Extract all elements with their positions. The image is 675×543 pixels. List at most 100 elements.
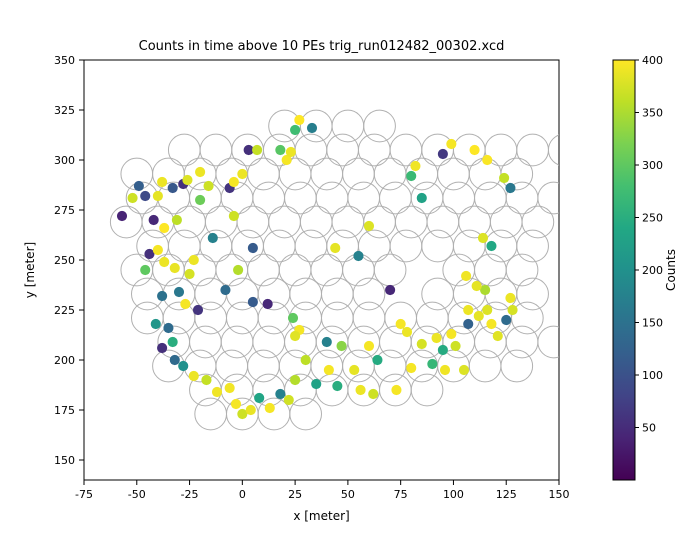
pmt-hit xyxy=(170,263,180,273)
pmt-hit xyxy=(189,255,199,265)
tank-outline xyxy=(506,326,538,358)
xtick-label: 100 xyxy=(443,488,464,501)
ytick-label: 150 xyxy=(54,454,75,467)
tank-outline xyxy=(353,302,385,334)
pmt-hit xyxy=(505,183,515,193)
tank-outline xyxy=(248,350,280,382)
pmt-hit xyxy=(349,365,359,375)
tank-outline xyxy=(295,134,327,166)
pmt-hit xyxy=(168,337,178,347)
pmt-hit xyxy=(195,195,205,205)
ytick-label: 300 xyxy=(54,154,75,167)
tank-outline xyxy=(475,182,507,214)
ytick-label: 225 xyxy=(54,304,75,317)
pmt-hit xyxy=(336,341,346,351)
pmt-hit xyxy=(170,355,180,365)
tank-outline xyxy=(453,134,485,166)
pmt-hit xyxy=(231,399,241,409)
pmt-hit xyxy=(159,223,169,233)
tank-outline xyxy=(110,206,142,238)
pmt-hit xyxy=(410,161,420,171)
tank-outline xyxy=(443,254,475,286)
tank-outline xyxy=(390,134,422,166)
pmt-hit xyxy=(330,243,340,253)
xtick-label: -25 xyxy=(181,488,199,501)
pmt-hit xyxy=(431,333,441,343)
tank-outline xyxy=(285,182,317,214)
pmt-hit xyxy=(364,221,374,231)
tank-outline xyxy=(517,134,549,166)
tank-outline xyxy=(380,182,412,214)
tank-outline xyxy=(374,254,406,286)
pmt-hit xyxy=(385,285,395,295)
pmt-hit xyxy=(486,241,496,251)
pmt-hit xyxy=(286,147,296,157)
tank-outline xyxy=(469,350,501,382)
pmt-hit xyxy=(322,337,332,347)
colorbar-tick-label: 150 xyxy=(642,317,663,330)
pmt-hit xyxy=(301,355,311,365)
ytick-label: 275 xyxy=(54,204,75,217)
colorbar-tick-label: 200 xyxy=(642,264,663,277)
tank-outline xyxy=(343,158,375,190)
pmt-hit xyxy=(450,341,460,351)
pmt-hit xyxy=(117,211,127,221)
pmt-hit xyxy=(248,243,258,253)
pmt-hit xyxy=(461,271,471,281)
pmt-hit xyxy=(482,305,492,315)
pmt-hit xyxy=(275,145,285,155)
colorbar-tick-label: 350 xyxy=(642,107,663,120)
pmt-hit xyxy=(163,323,173,333)
tank-outline xyxy=(300,206,332,238)
tank-outline xyxy=(501,350,533,382)
tank-outline xyxy=(374,350,406,382)
tank-outline xyxy=(311,254,343,286)
pmt-hit xyxy=(203,181,213,191)
tank-outline xyxy=(385,302,417,334)
ytick-label: 175 xyxy=(54,404,75,417)
pmt-hit xyxy=(134,181,144,191)
tank-outline xyxy=(216,350,248,382)
tank-outline xyxy=(332,110,364,142)
pmt-hit xyxy=(275,389,285,399)
tank-outline xyxy=(517,230,549,262)
pmt-hit xyxy=(438,345,448,355)
pmt-hit xyxy=(493,331,503,341)
tank-outline xyxy=(538,326,570,358)
tank-outline xyxy=(522,206,554,238)
pmt-hit xyxy=(153,191,163,201)
tank-outline xyxy=(395,206,427,238)
pmt-hit xyxy=(459,365,469,375)
pmt-hit xyxy=(355,385,365,395)
pmt-hit xyxy=(246,405,256,415)
pmt-hit xyxy=(463,319,473,329)
pmt-hit xyxy=(478,233,488,243)
tank-outline xyxy=(279,254,311,286)
pmt-hit xyxy=(248,297,258,307)
pmt-hit xyxy=(391,385,401,395)
pmt-hit xyxy=(505,293,515,303)
pmt-hit xyxy=(151,319,161,329)
tank-outline xyxy=(168,134,200,166)
pmt-hit xyxy=(332,381,342,391)
pmt-hit xyxy=(440,365,450,375)
xtick-label: 75 xyxy=(394,488,408,501)
tank-outline xyxy=(374,158,406,190)
tank-outline xyxy=(417,302,449,334)
colorbar xyxy=(613,60,635,480)
colorbar-tick-label: 300 xyxy=(642,159,663,172)
xtick-label: -75 xyxy=(75,488,93,501)
tank-outline xyxy=(538,182,570,214)
tank-outline xyxy=(258,302,290,334)
pmt-hit xyxy=(417,193,427,203)
pmt-hit xyxy=(284,395,294,405)
tank-outline xyxy=(490,206,522,238)
xtick-label: 150 xyxy=(549,488,570,501)
pmt-hit xyxy=(288,313,298,323)
pmt-hit xyxy=(499,173,509,183)
tank-outline xyxy=(263,230,295,262)
pmt-hit xyxy=(307,123,317,133)
pmt-hit xyxy=(233,265,243,275)
colorbar-tick-label: 250 xyxy=(642,212,663,225)
tank-outline xyxy=(327,134,359,166)
